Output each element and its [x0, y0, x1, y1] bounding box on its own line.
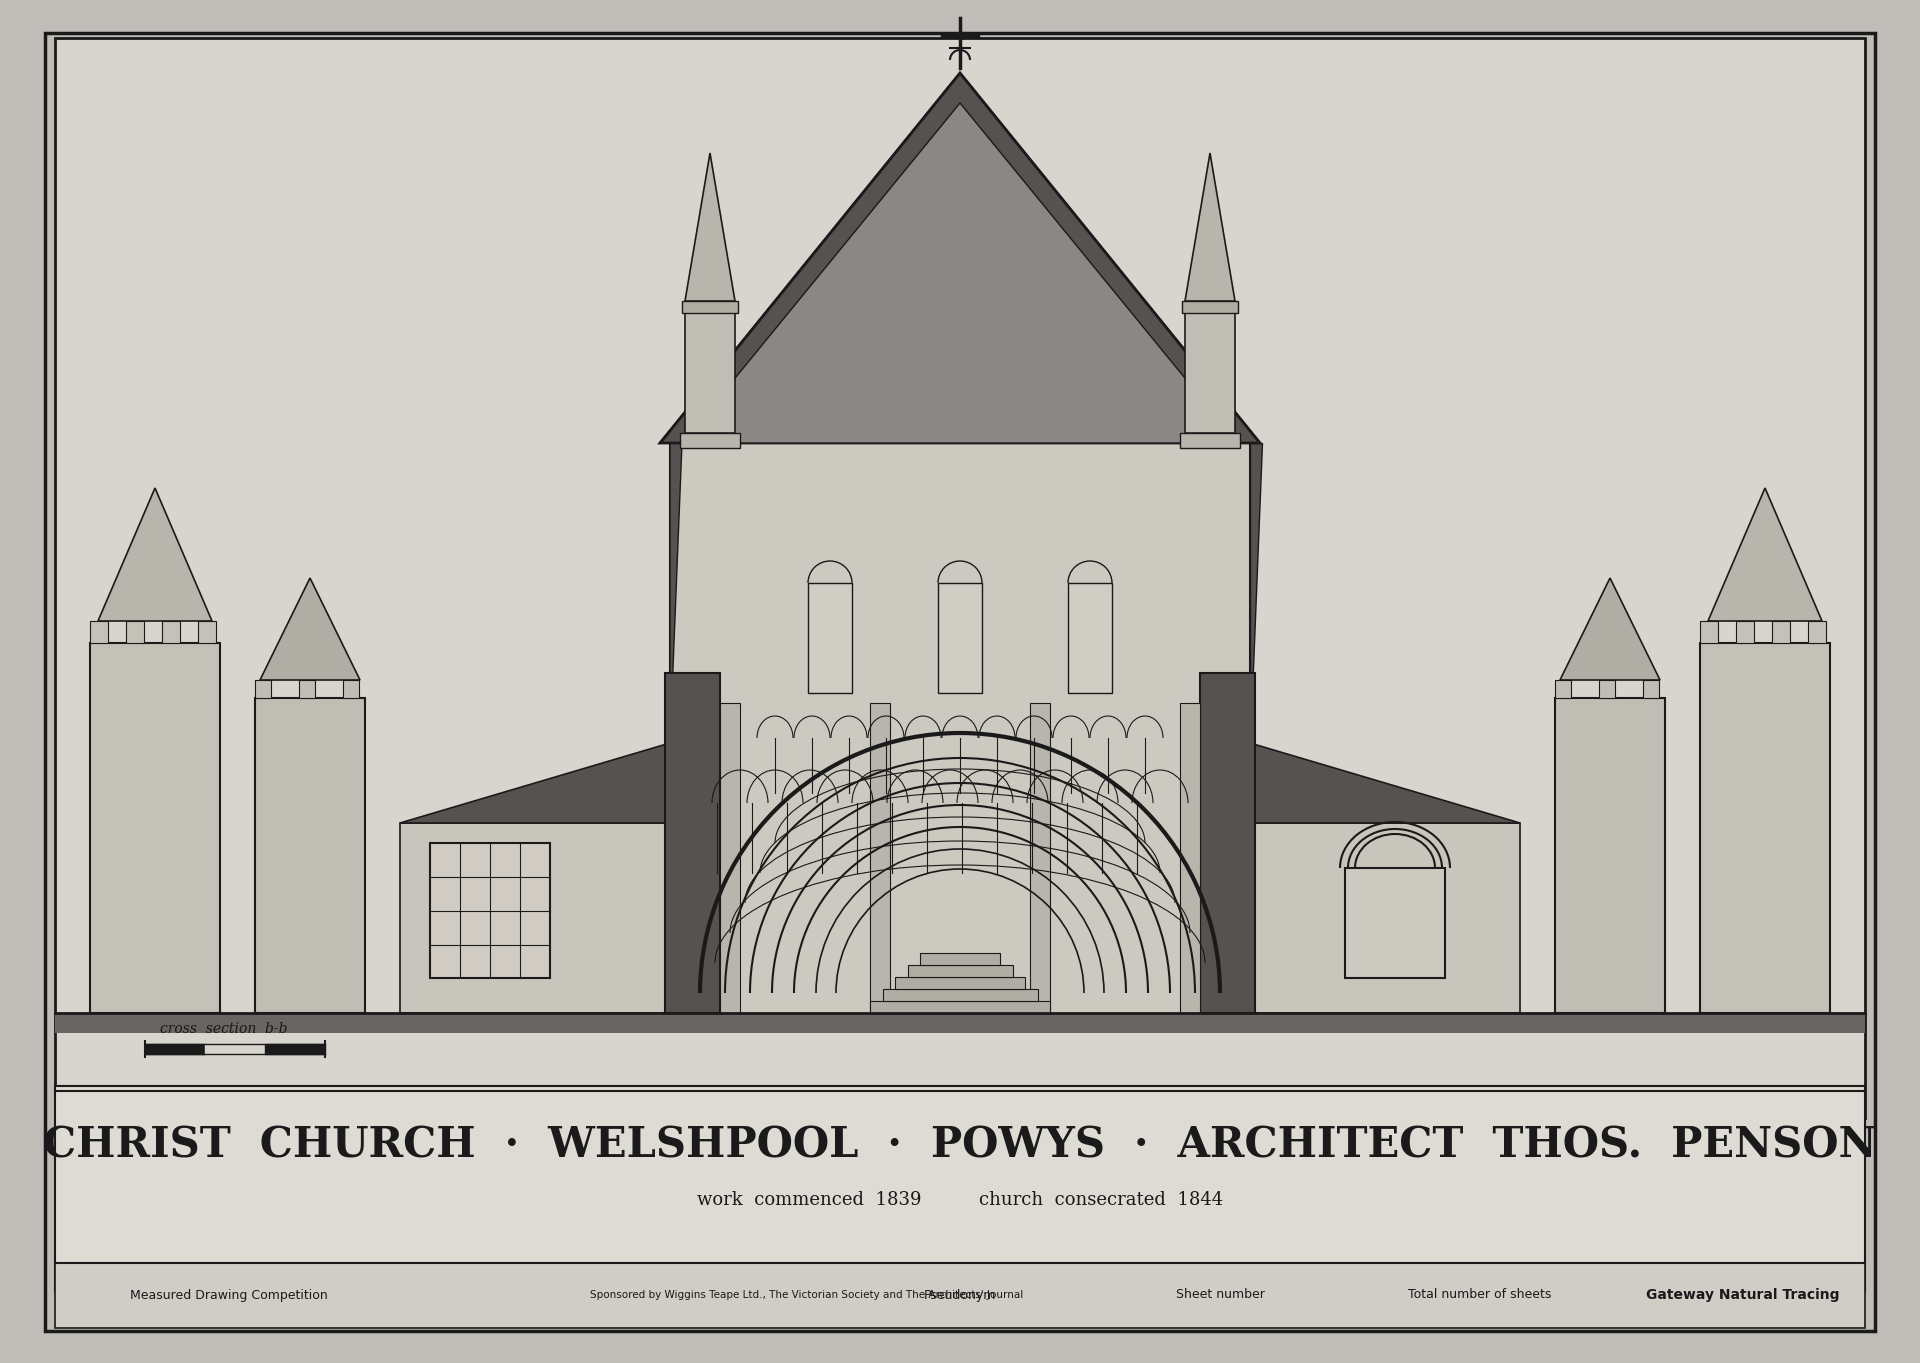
- Text: cross  section  b-b: cross section b-b: [159, 1022, 288, 1036]
- Polygon shape: [670, 443, 682, 743]
- Polygon shape: [1559, 578, 1661, 680]
- Text: Gateway Natural Tracing: Gateway Natural Tracing: [1647, 1288, 1839, 1302]
- Polygon shape: [1185, 153, 1235, 301]
- Bar: [56, 1264, 1864, 1328]
- Bar: [198, 622, 215, 643]
- Bar: [895, 977, 1025, 990]
- Bar: [1250, 823, 1521, 1013]
- Bar: [1068, 583, 1112, 692]
- Polygon shape: [399, 743, 670, 823]
- Text: CHRIST  CHURCH  ·  WELSHPOOL  ·  POWYS  ·  ARCHITECT  THOS.  PENSON: CHRIST CHURCH · WELSHPOOL · POWYS · ARCH…: [44, 1124, 1876, 1165]
- Bar: [90, 622, 108, 643]
- Polygon shape: [1250, 443, 1261, 743]
- Bar: [1181, 703, 1200, 1013]
- Polygon shape: [1709, 488, 1822, 622]
- Polygon shape: [660, 74, 1260, 443]
- Bar: [1736, 622, 1755, 643]
- Bar: [870, 1000, 1050, 1013]
- Text: Total number of sheets: Total number of sheets: [1407, 1288, 1551, 1302]
- Bar: [1183, 301, 1238, 313]
- Bar: [870, 703, 891, 1013]
- Bar: [1185, 313, 1235, 433]
- Bar: [680, 433, 739, 448]
- Text: Sponsored by Wiggins Teape Ltd., The Victorian Society and The Architects' Journ: Sponsored by Wiggins Teape Ltd., The Vic…: [589, 1289, 1023, 1300]
- Polygon shape: [685, 153, 735, 301]
- Bar: [920, 953, 1000, 965]
- Bar: [1029, 703, 1050, 1013]
- Bar: [344, 680, 359, 698]
- Bar: [1599, 680, 1615, 698]
- Bar: [883, 990, 1039, 1000]
- Bar: [1181, 433, 1240, 448]
- Bar: [56, 38, 1864, 1118]
- Wedge shape: [670, 722, 1250, 1013]
- Text: Pseudonym: Pseudonym: [924, 1288, 996, 1302]
- Bar: [939, 583, 981, 692]
- Polygon shape: [1250, 743, 1521, 823]
- Bar: [1699, 622, 1718, 643]
- Bar: [255, 680, 271, 698]
- Bar: [1555, 698, 1665, 1013]
- Bar: [664, 673, 720, 1013]
- Bar: [670, 443, 1250, 1013]
- Bar: [720, 703, 739, 1013]
- Bar: [1772, 622, 1789, 643]
- Bar: [300, 680, 315, 698]
- Text: Sheet number: Sheet number: [1175, 1288, 1265, 1302]
- Bar: [685, 313, 735, 433]
- Bar: [682, 301, 737, 313]
- Bar: [1555, 680, 1571, 698]
- Bar: [908, 965, 1014, 977]
- Text: work  commenced  1839          church  consecrated  1844: work commenced 1839 church consecrated 1…: [697, 1191, 1223, 1209]
- Bar: [56, 1013, 1864, 1033]
- Bar: [127, 622, 144, 643]
- Bar: [808, 583, 852, 692]
- Polygon shape: [98, 488, 211, 622]
- Bar: [161, 622, 180, 643]
- Polygon shape: [259, 578, 361, 680]
- Bar: [1346, 868, 1446, 979]
- Bar: [1644, 680, 1659, 698]
- Bar: [1809, 622, 1826, 643]
- Bar: [56, 1086, 1864, 1291]
- Bar: [399, 823, 670, 1013]
- Polygon shape: [682, 104, 1238, 443]
- Text: Measured Drawing Competition: Measured Drawing Competition: [131, 1288, 328, 1302]
- Bar: [1200, 673, 1256, 1013]
- Bar: [1699, 643, 1830, 1013]
- Bar: [430, 842, 549, 979]
- Bar: [255, 698, 365, 1013]
- Bar: [90, 643, 221, 1013]
